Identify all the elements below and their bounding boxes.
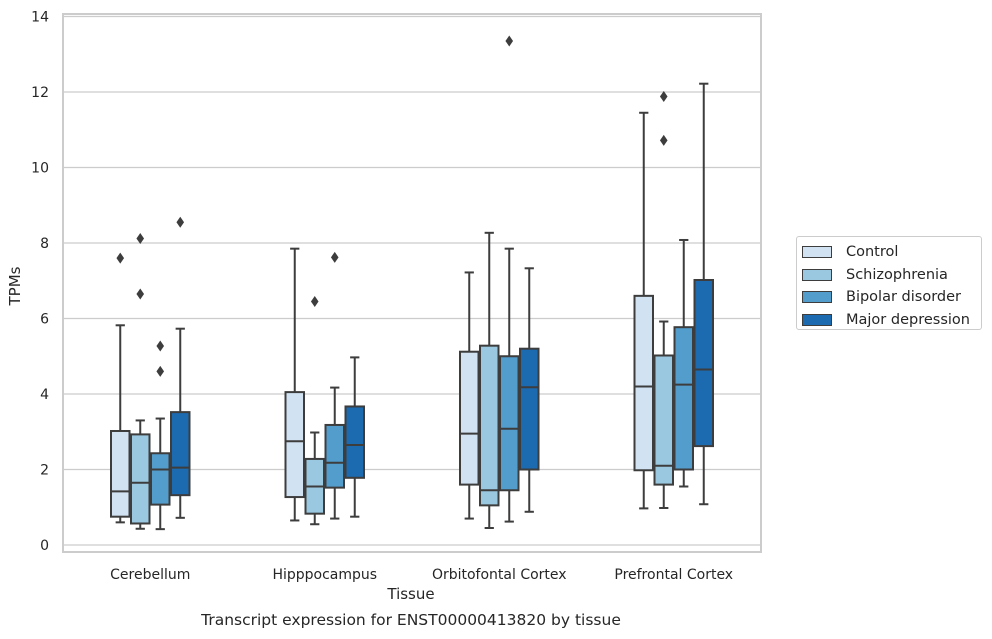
box-schizophrenia xyxy=(304,296,325,526)
box-major-depression xyxy=(519,267,540,513)
box-control xyxy=(284,247,305,522)
legend-item: Schizophrenia xyxy=(802,264,981,287)
outlier-point xyxy=(136,232,145,244)
iqr-box xyxy=(130,433,151,525)
iqr-box xyxy=(110,429,131,518)
legend-swatch xyxy=(802,268,832,281)
legend-item: Control xyxy=(802,241,981,264)
iqr-box xyxy=(344,405,365,479)
y-tick-label: 14 xyxy=(31,10,49,26)
iqr-box xyxy=(633,294,654,472)
outlier-point xyxy=(310,296,319,308)
legend-swatch xyxy=(802,291,832,304)
legend-label: Schizophrenia xyxy=(846,266,948,283)
outlier-point xyxy=(136,288,145,300)
iqr-box xyxy=(499,355,520,492)
box-control xyxy=(633,111,654,510)
outlier-point xyxy=(156,365,165,377)
y-tick-label: 10 xyxy=(31,161,49,177)
box-bipolar-disorder xyxy=(673,238,694,488)
legend-swatch xyxy=(802,246,832,259)
outlier-point xyxy=(176,216,185,228)
legend-item: Bipolar disorder xyxy=(802,286,981,309)
box-control xyxy=(110,252,131,524)
y-tick-label: 0 xyxy=(40,538,49,554)
iqr-box xyxy=(170,411,191,497)
iqr-box xyxy=(324,423,345,489)
y-tick-label: 8 xyxy=(40,236,49,252)
iqr-box xyxy=(150,452,171,506)
y-axis-label: TPMs xyxy=(6,266,24,306)
legend-swatch xyxy=(802,313,832,326)
box-bipolar-disorder xyxy=(499,35,520,523)
legend: Control Schizophrenia Bipolar disorder Majo… xyxy=(796,236,982,330)
legend-label: Bipolar disorder xyxy=(846,289,961,306)
box-schizophrenia xyxy=(653,91,674,510)
x-tick-label: Cerebellum xyxy=(110,567,190,583)
box-major-depression xyxy=(693,82,714,506)
iqr-box xyxy=(459,350,480,486)
outlier-point xyxy=(659,91,668,103)
box-schizophrenia xyxy=(479,231,500,530)
x-tick-label: Prefrontal Cortex xyxy=(614,567,733,583)
outlier-point xyxy=(330,251,339,263)
x-tick-label: Orbitofontal Cortex xyxy=(432,567,567,583)
iqr-box xyxy=(693,278,714,448)
x-tick-labels: Cerebellum Hipppocampus Orbitofontal Corte… xyxy=(110,567,733,583)
box-major-depression xyxy=(344,356,365,518)
iqr-box xyxy=(519,347,540,471)
legend-label: Major depression xyxy=(846,311,970,328)
iqr-box xyxy=(653,354,674,486)
y-tick-label: 4 xyxy=(40,387,49,403)
y-tick-label: 6 xyxy=(40,312,49,328)
plot-frame xyxy=(62,13,762,553)
y-tick-label: 12 xyxy=(31,85,49,101)
outlier-point xyxy=(659,134,668,146)
figure-caption: Transcript expression for ENST0000041382… xyxy=(201,611,621,629)
box-bipolar-disorder xyxy=(324,251,345,520)
outlier-point xyxy=(116,252,125,264)
box-schizophrenia xyxy=(130,232,151,530)
legend-item: Major depression xyxy=(802,309,981,332)
x-tick-label: Hipppocampus xyxy=(272,567,377,583)
y-tick-label: 2 xyxy=(40,463,49,479)
iqr-box xyxy=(479,344,500,507)
x-axis-label: Tissue xyxy=(386,585,434,603)
box-major-depression xyxy=(170,216,191,519)
outlier-point xyxy=(156,340,165,352)
legend-label: Control xyxy=(846,244,899,261)
iqr-box xyxy=(673,326,694,471)
box-bipolar-disorder xyxy=(150,340,171,531)
y-tick-labels: 0 2 4 6 8 10 12 14 xyxy=(31,10,49,555)
iqr-box xyxy=(284,391,305,499)
outlier-point xyxy=(505,35,514,47)
box-control xyxy=(459,271,480,520)
box-groups xyxy=(110,35,714,531)
